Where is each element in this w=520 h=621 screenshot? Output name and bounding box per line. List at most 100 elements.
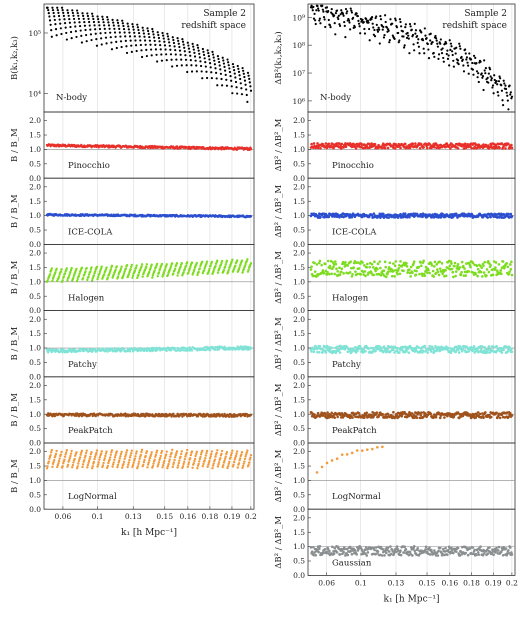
- point-lognormal: [194, 458, 196, 460]
- nbody-point: [240, 87, 242, 89]
- point-lognormal: [120, 453, 122, 455]
- point-patchy: [495, 345, 498, 348]
- point-patchy: [396, 347, 399, 350]
- nbody-point: [363, 28, 365, 30]
- point-lognormal: [170, 452, 172, 454]
- point-patchy: [392, 349, 395, 352]
- right-ratio-ylabel: ΔB² / ΔB²_M: [274, 118, 284, 171]
- nbody-point: [150, 48, 152, 50]
- nbody-point: [121, 20, 123, 22]
- right-ratio-y-tick-label: 0.5: [293, 159, 305, 168]
- point-halogen: [427, 269, 430, 272]
- nbody-point: [122, 22, 124, 24]
- point-lognormal: [127, 463, 129, 465]
- nbody-point: [364, 32, 366, 34]
- point-halogen: [94, 270, 96, 272]
- nbody-point: [379, 42, 381, 44]
- point-lognormal: [130, 452, 132, 454]
- point-lognormal: [125, 454, 127, 456]
- nbody-point: [422, 39, 424, 41]
- point-patchy: [481, 345, 484, 348]
- nbody-point: [214, 63, 216, 65]
- nbody-point: [183, 44, 185, 46]
- point-halogen: [250, 262, 252, 264]
- nbody-point: [440, 38, 442, 40]
- nbody-point: [435, 37, 437, 39]
- nbody-point: [505, 88, 507, 90]
- nbody-point: [501, 90, 503, 92]
- point-lognormal: [361, 449, 364, 452]
- point-lognormal: [142, 464, 144, 466]
- nbody-point: [134, 39, 136, 41]
- point-halogen: [58, 276, 60, 278]
- nbody-point: [240, 82, 242, 84]
- point-peakpatch: [358, 412, 361, 415]
- nbody-point: [126, 52, 128, 54]
- point-peakpatch: [333, 416, 336, 419]
- point-gaussian: [390, 553, 393, 556]
- point-gaussian: [333, 552, 336, 555]
- nbody-point: [56, 34, 58, 36]
- point-halogen: [107, 277, 109, 279]
- nbody-point: [231, 85, 233, 87]
- nbody-point: [492, 84, 494, 86]
- point-peakpatch: [336, 416, 339, 419]
- point-lognormal: [214, 455, 216, 457]
- right-ratio-y-tick-label: 2.0: [293, 513, 305, 522]
- point-gaussian: [381, 554, 384, 557]
- nbody-point: [220, 73, 222, 75]
- point-lognormal: [134, 455, 136, 457]
- nbody-point: [94, 28, 96, 30]
- nbody-point: [66, 9, 68, 11]
- nbody-point: [423, 52, 425, 54]
- point-halogen: [131, 277, 133, 279]
- point-lognormal: [197, 463, 199, 465]
- x-tick-label: 0.15: [156, 512, 173, 521]
- point-pinocchio: [464, 143, 467, 146]
- nbody-point: [184, 50, 186, 52]
- point-gaussian: [351, 553, 354, 556]
- nbody-point: [445, 42, 447, 44]
- point-halogen: [97, 276, 99, 278]
- point-patchy: [313, 350, 316, 353]
- point-gaussian: [328, 550, 331, 553]
- nbody-point: [493, 92, 495, 94]
- point-halogen: [148, 271, 150, 273]
- point-lognormal: [157, 465, 159, 467]
- nbody-point: [143, 32, 145, 34]
- point-halogen: [408, 268, 411, 271]
- point-halogen: [82, 277, 84, 279]
- point-lognormal: [108, 459, 110, 461]
- point-lognormal: [107, 462, 109, 464]
- point-lognormal: [182, 465, 184, 467]
- nbody-point: [318, 9, 320, 11]
- point-lognormal: [143, 459, 145, 461]
- point-patchy: [373, 347, 376, 350]
- nbody-point: [455, 52, 457, 54]
- nbody-point: [502, 104, 504, 106]
- nbody-point: [106, 16, 108, 18]
- point-halogen: [389, 261, 392, 264]
- point-peakpatch: [330, 412, 333, 415]
- nbody-point: [413, 49, 415, 51]
- nbody-point: [83, 18, 85, 20]
- nbody-point: [180, 58, 182, 60]
- point-lognormal: [228, 461, 230, 463]
- nbody-point: [160, 53, 162, 55]
- nbody-point: [84, 29, 86, 31]
- nbody-point: [185, 59, 187, 61]
- nbody-point: [95, 38, 97, 40]
- point-halogen: [326, 271, 329, 274]
- point-peakpatch: [439, 417, 442, 420]
- point-lognormal: [111, 465, 113, 467]
- nbody-point: [388, 41, 390, 43]
- point-halogen: [376, 268, 379, 271]
- nbody-point: [442, 47, 444, 49]
- nbody-point: [478, 81, 480, 83]
- nbody-point: [118, 25, 120, 27]
- nbody-point: [424, 27, 426, 29]
- point-halogen: [234, 264, 236, 266]
- point-halogen: [154, 269, 156, 271]
- nbody-point: [310, 5, 312, 7]
- point-ice-cola: [510, 213, 513, 216]
